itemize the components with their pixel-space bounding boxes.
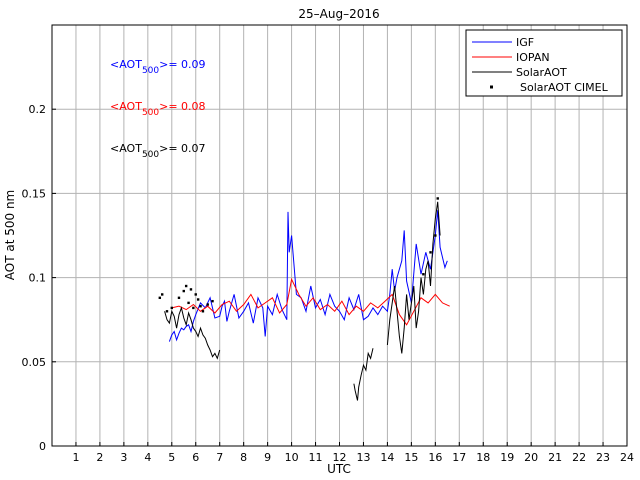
y-tick-label: 0: [39, 440, 46, 453]
solaraot-cimel-point: [211, 299, 214, 303]
solaraot-cimel-point: [194, 293, 197, 296]
y-tick-label: 0.1: [29, 272, 47, 285]
solaraot-cimel-point: [199, 305, 202, 308]
solaraot-cimel-point: [434, 234, 437, 237]
solaraot-line: [386, 201, 441, 354]
x-tick-label: 13: [356, 451, 370, 464]
x-tick-label: 4: [144, 451, 151, 464]
x-tick-label: 21: [548, 451, 562, 464]
legend: IGF IOPAN SolarAOT SolarAOT CIMEL: [465, 29, 623, 97]
x-tick-label: 20: [524, 451, 538, 464]
x-tick-label: 5: [168, 451, 175, 464]
x-tick-label: 11: [309, 451, 323, 464]
legend-marker: [490, 85, 493, 89]
axis-ticks: 1 2 3 4 5 6 7 8 9 10 11 12 13 14 15 16 17 18 19 20 21 22 23 240…: [22, 103, 635, 464]
x-tick-label: 12: [333, 451, 347, 464]
x-tick-label: 7: [216, 451, 223, 464]
solaraot-cimel-point: [182, 289, 185, 293]
x-tick-label: 14: [380, 451, 394, 464]
solaraot-cimel-point: [177, 296, 181, 300]
aot500-mean-annotation: <AOT500>= 0.09: [110, 58, 206, 76]
x-tick-label: 10: [285, 451, 299, 464]
x-tick-label: 1: [72, 451, 79, 464]
solaraot-cimel-point: [436, 197, 439, 200]
y-tick-label: 0.15: [22, 187, 47, 200]
y-tick-label: 0.2: [29, 103, 47, 116]
x-tick-label: 3: [120, 451, 127, 464]
x-tick-label: 15: [404, 451, 418, 464]
solaraot-line: [164, 306, 221, 360]
x-tick-label: 6: [192, 451, 199, 464]
legend-box: [465, 29, 623, 97]
legend-entry: IOPAN: [516, 51, 550, 64]
solaraot-cimel-point: [187, 301, 190, 305]
solaraot-cimel-point: [206, 303, 209, 306]
annotations: <AOT500>= 0.09 <AOT500>= 0.08 <AOT500>= 0.…: [110, 58, 206, 160]
x-tick-label: 19: [500, 451, 514, 464]
solaraot-cimel-point: [192, 306, 195, 310]
solaraot-cimel-point: [422, 273, 425, 276]
igf-line: [168, 210, 448, 342]
x-tick-label: 9: [264, 451, 271, 464]
x-tick-label: 23: [596, 451, 610, 464]
aot500-mean-annotation: <AOT500>= 0.08: [110, 100, 206, 118]
legend-entry: SolarAOT: [516, 66, 567, 79]
x-tick-label: 16: [428, 451, 442, 464]
x-tick-label: 18: [476, 451, 490, 464]
solaraot-cimel-point: [196, 298, 200, 301]
x-tick-label: 2: [96, 451, 103, 464]
iopan-line: [171, 277, 450, 326]
solaraot-cimel-point: [189, 288, 193, 291]
solaraot-cimel-point: [201, 310, 205, 313]
aot500-mean-annotation: <AOT500>= 0.07: [110, 142, 206, 160]
legend-entry: IGF: [516, 36, 534, 49]
solaraot-cimel-point: [161, 293, 164, 296]
legend-entry: SolarAOT CIMEL: [520, 81, 609, 94]
x-tick-label: 17: [452, 451, 466, 464]
x-tick-label: 24: [620, 451, 634, 464]
solaraot-cimel-point: [165, 310, 169, 313]
solaraot-cimel-point: [158, 296, 162, 300]
solaraot-cimel-point: [429, 251, 432, 254]
x-tick-label: 8: [240, 451, 247, 464]
solaraot-cimel-point: [170, 306, 173, 310]
x-axis-label: UTC: [327, 462, 351, 476]
series-layer: [158, 197, 450, 401]
x-tick-label: 22: [572, 451, 586, 464]
solaraot-cimel-point: [184, 284, 188, 288]
solaraot-line: [353, 348, 374, 401]
chart-title: 25–Aug–2016: [298, 7, 379, 21]
y-axis-label: AOT at 500 nm: [3, 190, 17, 280]
y-tick-label: 0.05: [22, 356, 47, 369]
